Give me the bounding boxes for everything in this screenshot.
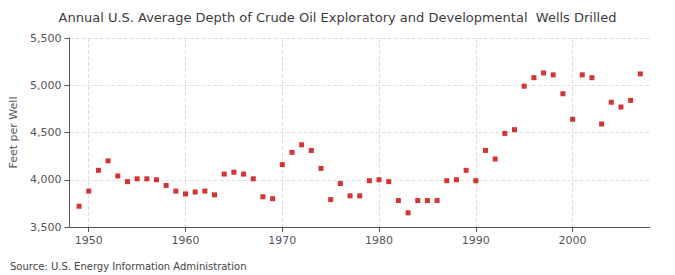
svg-text:Annual U.S. Average Depth of C: Annual U.S. Average Depth of Crude Oil E… [59, 10, 617, 25]
svg-text:1990: 1990 [462, 234, 490, 247]
svg-text:Feet per Well: Feet per Well [7, 97, 20, 169]
svg-text:4,000: 4,000 [30, 173, 62, 186]
svg-text:1950: 1950 [75, 234, 103, 247]
svg-text:5,500: 5,500 [30, 32, 62, 45]
svg-text:1960: 1960 [172, 234, 200, 247]
svg-text:3,500: 3,500 [30, 221, 62, 234]
svg-text:1970: 1970 [268, 234, 296, 247]
svg-text:Source: U.S. Energy Informatio: Source: U.S. Energy Information Administ… [10, 261, 247, 272]
svg-text:4,500: 4,500 [30, 126, 62, 139]
svg-text:2000: 2000 [559, 234, 587, 247]
svg-text:5,000: 5,000 [30, 79, 62, 92]
svg-text:1980: 1980 [365, 234, 393, 247]
